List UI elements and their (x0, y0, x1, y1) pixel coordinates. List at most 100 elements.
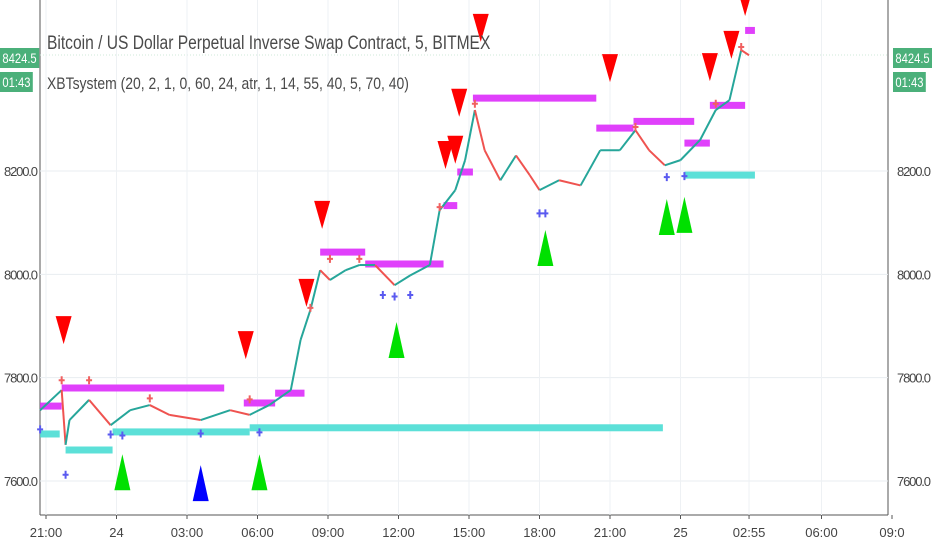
x-tick-label: 02:55 (733, 525, 766, 540)
low-cross-mark (407, 290, 414, 299)
x-tick-label: 06:00 (241, 525, 274, 540)
price-segment (319, 269, 331, 281)
last-price-tag-left: 8424.5 (0, 48, 40, 68)
price-segment (129, 404, 151, 412)
x-tick-label: 25 (673, 525, 687, 540)
buy-signal-triangle (388, 321, 405, 358)
high-cross-mark (738, 42, 745, 51)
sell-signal-triangle (740, 0, 750, 17)
alt-buy-signal-triangle (192, 465, 209, 502)
support-level (112, 428, 250, 436)
resistance-level (275, 389, 305, 397)
price-segment (374, 264, 396, 286)
price-segment (499, 154, 517, 181)
support-level (249, 424, 663, 432)
high-cross-mark (356, 254, 363, 263)
sell-signal-triangle (723, 30, 740, 59)
price-segment (60, 389, 67, 445)
buy-signal-triangle (658, 198, 675, 235)
price-segment (558, 179, 581, 187)
high-cross-mark (58, 376, 65, 385)
high-cross-mark (86, 376, 93, 385)
price-segment (539, 179, 560, 191)
resistance-level (709, 101, 746, 109)
price-segment (473, 109, 486, 151)
axes: 7600.0 7600.0 7800.0 7800.0 8000.0 8000.0 8200… (4, 164, 931, 540)
resistance-level (745, 26, 755, 34)
price-segment (169, 413, 201, 422)
price-segment (515, 154, 531, 176)
sell-signal-triangle (55, 316, 72, 345)
high-cross-mark (471, 99, 478, 108)
price-segment (299, 309, 312, 341)
low-cross-mark (379, 290, 386, 299)
support-level (40, 430, 60, 438)
x-tick-label: 21:00 (594, 525, 627, 540)
price-segment (110, 409, 131, 426)
price-segment (464, 109, 476, 161)
buy-signal-triangle (251, 454, 268, 491)
last-price-tag-right: 8424.5 (893, 48, 932, 68)
x-tick-label: 18:00 (523, 525, 556, 540)
price-segment (409, 264, 431, 277)
price-segment (249, 404, 270, 416)
chart-title: Bitcoin / US Dollar Perpetual Inverse Sw… (47, 33, 491, 54)
resistance-level (596, 124, 634, 132)
resistance-level (243, 399, 276, 407)
price-segment (309, 269, 322, 311)
price-segment (454, 159, 467, 191)
price-segment (699, 109, 717, 141)
price-segment (619, 129, 637, 151)
buy-signal-triangle (676, 196, 693, 233)
sell-signal-triangle (237, 331, 254, 360)
sell-signal-triangle (451, 88, 468, 117)
y-tick-label-right: 7600.0 (897, 474, 931, 489)
y-tick-label-right: 8000.0 (897, 267, 931, 282)
resistance-level (443, 202, 458, 210)
high-cross-mark (436, 203, 443, 212)
low-cross-mark (197, 429, 204, 438)
sell-signal-triangle (701, 53, 718, 82)
low-cross-mark (107, 430, 114, 439)
y-tick-label-right: 8200.0 (897, 164, 931, 179)
countdown-tag-right: 01:43 (893, 72, 926, 92)
price-segment (483, 149, 502, 181)
high-cross-mark (632, 123, 639, 132)
y-tick-label-left: 7800.0 (4, 371, 38, 386)
price-segment (679, 139, 701, 161)
resistance-level (365, 260, 444, 268)
low-cross-mark (536, 209, 543, 218)
price-segment (634, 129, 650, 151)
price-segment (229, 409, 250, 416)
x-tick-label: 21:00 (30, 525, 63, 540)
price-segment (268, 389, 292, 406)
price-segment (39, 389, 63, 411)
resistance-level (320, 248, 366, 256)
low-cross-mark (37, 425, 44, 434)
price-segment (345, 264, 360, 272)
support-level (684, 171, 755, 179)
x-tick-label: 15:00 (453, 525, 486, 540)
price-segment (528, 174, 541, 191)
price-segment (394, 274, 411, 287)
price-segment (728, 49, 743, 101)
x-tick-label: 03:00 (171, 525, 204, 540)
low-cross-mark (119, 431, 126, 440)
y-tick-label-left: 8000.0 (4, 267, 38, 282)
resistance-level (633, 117, 695, 125)
price-segment (200, 409, 231, 421)
price-segment (664, 159, 681, 167)
low-cross-mark (256, 428, 263, 437)
y-tick-label-left: 7600.0 (4, 474, 38, 489)
resistance-level (40, 402, 62, 410)
high-cross-mark (146, 394, 153, 403)
x-tick-label: 24 (109, 525, 123, 540)
levels (40, 26, 755, 454)
price-segment (329, 269, 347, 281)
support-level (65, 446, 113, 454)
low-cross-mark (542, 209, 549, 218)
x-tick-label: 12:00 (382, 525, 415, 540)
high-cross-mark (307, 303, 314, 312)
price-segment (648, 149, 666, 167)
